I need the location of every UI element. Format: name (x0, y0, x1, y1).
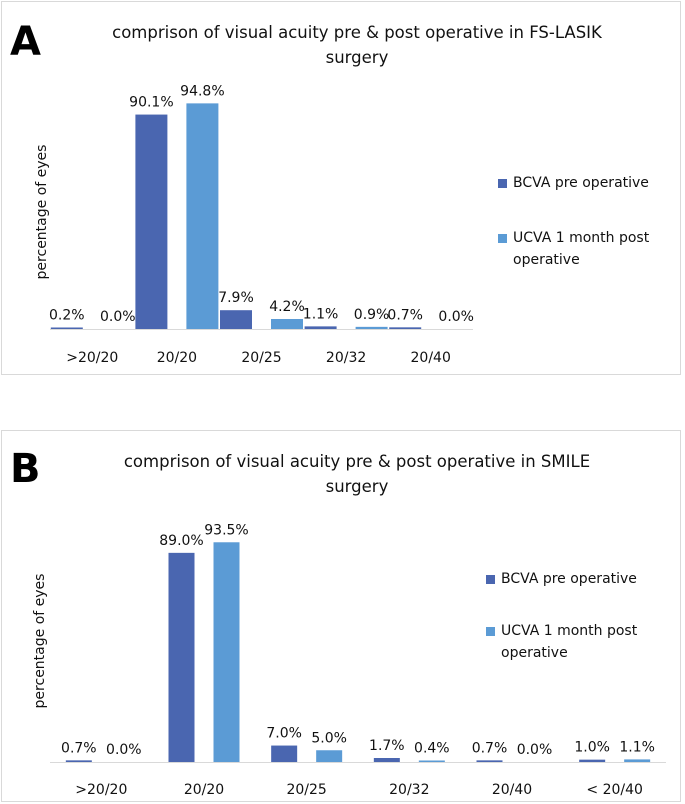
data-label: 0.0% (438, 309, 474, 325)
bar-pre-4 (389, 327, 422, 329)
bar-pre-3 (373, 758, 400, 762)
x-tick-label: 20/25 (286, 782, 326, 798)
y-axis-label: percentage of eyes (32, 574, 48, 709)
data-label: 93.5% (204, 522, 248, 538)
bar-pre-1 (135, 114, 168, 329)
legend-label-line: UCVA 1 month post (501, 623, 638, 639)
bar-pre-0 (65, 760, 92, 762)
bar-pre-2 (220, 310, 252, 329)
chart-panel-b: B comprison of visual acuity pre & post … (1, 430, 681, 802)
legend-label-line: operative (501, 645, 568, 661)
x-tick-label: 20/40 (411, 350, 451, 366)
legend-label: BCVA pre operative (501, 568, 685, 590)
legend-label: UCVA 1 month post operative (501, 620, 685, 664)
y-axis-label: percentage of eyes (34, 145, 50, 280)
legend-label: BCVA pre operative (513, 172, 685, 194)
x-tick-label: 20/20 (184, 782, 224, 798)
x-tick-label: 20/32 (326, 350, 366, 366)
bar-post-1 (186, 103, 219, 329)
x-tick-label: 20/25 (241, 350, 281, 366)
bar-post-2 (316, 750, 343, 762)
legend-swatch (486, 627, 495, 636)
bar-pre-3 (304, 326, 337, 329)
chart-title: comprison of visual acuity pre & post op… (42, 20, 672, 70)
bar-post-3 (418, 760, 445, 762)
data-label: 5.0% (311, 730, 347, 746)
legend-label-line: BCVA pre operative (513, 175, 649, 191)
x-tick-label: 20/32 (389, 782, 429, 798)
legend-swatch (486, 575, 495, 584)
data-label: 0.7% (387, 307, 423, 323)
chart-title-line-1: comprison of visual acuity pre & post op… (123, 452, 591, 471)
panel-letter: A (10, 19, 41, 65)
data-label: 1.1% (303, 306, 339, 322)
bar-post-1 (213, 542, 240, 762)
data-label: 94.8% (180, 83, 224, 99)
legend-label-line: operative (513, 252, 580, 268)
legend-label-line: UCVA 1 month post (513, 230, 650, 246)
chart-title-line-2: surgery (325, 477, 389, 496)
data-label: 4.2% (269, 299, 305, 315)
data-label: 1.7% (369, 738, 405, 754)
data-label: 0.0% (106, 742, 142, 758)
data-label: 7.0% (266, 726, 302, 742)
bar-post-2 (271, 319, 303, 329)
data-label: 1.0% (574, 740, 610, 756)
data-label: 0.7% (472, 740, 508, 756)
data-label: 7.9% (218, 290, 254, 306)
x-tick-label: 20/20 (157, 350, 197, 366)
data-label: 0.0% (517, 742, 553, 758)
bar-pre-0 (50, 327, 83, 329)
data-label: 1.1% (619, 739, 655, 755)
data-label: 0.9% (354, 307, 390, 323)
legend-swatch (498, 234, 507, 243)
x-tick-label: >20/20 (75, 782, 127, 798)
data-label: 90.1% (129, 95, 173, 111)
data-label: 89.0% (159, 533, 203, 549)
bar-pre-2 (271, 745, 298, 762)
x-tick-label: < 20/40 (586, 782, 643, 798)
bar-pre-1 (168, 552, 195, 762)
chart-title-line-2: surgery (325, 48, 389, 67)
bar-post-3 (355, 326, 388, 329)
data-label: 0.0% (100, 309, 136, 325)
legend-swatch (498, 179, 507, 188)
bar-chart-b: percentage of eyes 0.7% 89.0% 7.0% 1.7% 0.7% 1… (32, 522, 666, 798)
legend-label-line: BCVA pre operative (501, 571, 637, 587)
chart-title-line-1: comprison of visual acuity pre & post op… (112, 23, 602, 42)
x-tick-label: 20/40 (492, 782, 532, 798)
chart-title: comprison of visual acuity pre & post op… (42, 449, 672, 499)
data-label: 0.2% (49, 308, 85, 324)
legend-label: UCVA 1 month post operative (513, 227, 685, 271)
bar-pre-4 (476, 760, 503, 762)
bar-post-5 (624, 759, 651, 762)
x-tick-label: >20/20 (66, 350, 118, 366)
bar-pre-5 (579, 759, 606, 762)
data-label: 0.7% (61, 740, 97, 756)
panel-letter: B (10, 446, 41, 492)
chart-panel-a: A comprison of visual acuity pre & post … (1, 1, 681, 375)
data-label: 0.4% (414, 741, 450, 757)
